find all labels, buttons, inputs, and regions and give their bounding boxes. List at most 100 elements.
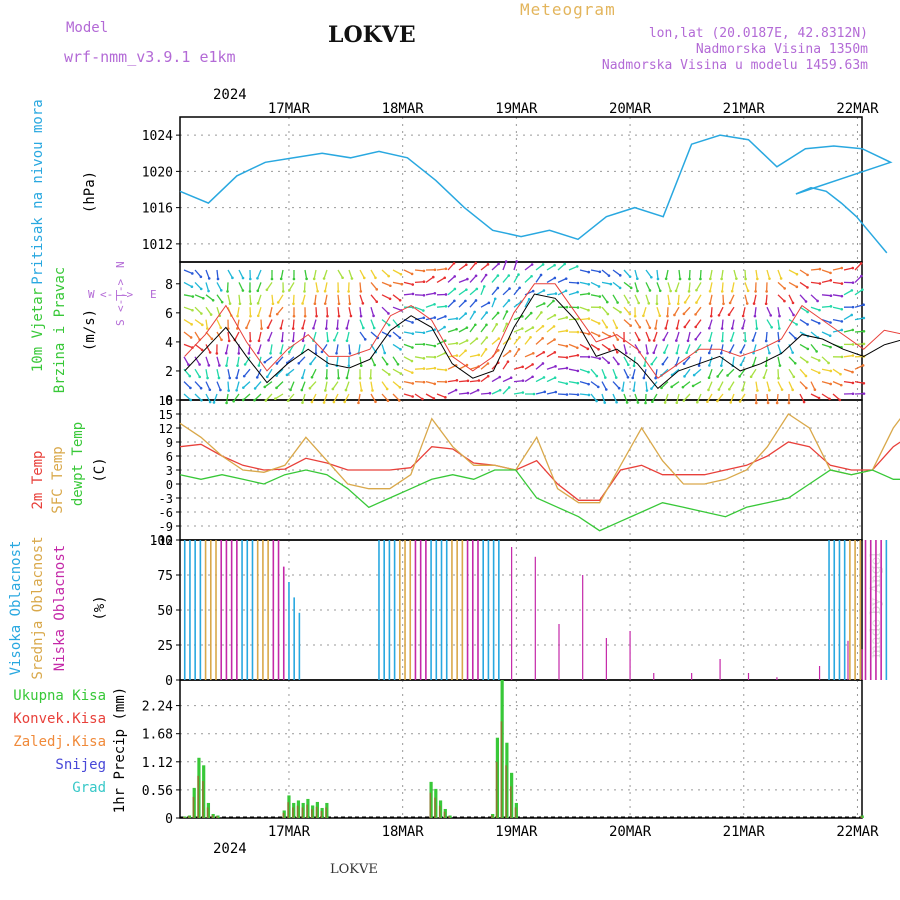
wind-arrow-head [208, 400, 212, 404]
precip-bar-conv-26 [505, 765, 507, 818]
wind-arrow-head [496, 349, 500, 352]
wind-arrow [301, 369, 306, 379]
wind-arrow [799, 356, 808, 363]
wind-arrow [227, 269, 233, 279]
wind-arrow-head [765, 290, 768, 293]
wind-arrow [269, 344, 273, 354]
wind-arrow-head [598, 305, 602, 309]
wind-arrow-head [597, 285, 601, 288]
wind-arrow-head [694, 325, 698, 329]
wind-arrow-head [508, 349, 512, 353]
wind-arrow-head [539, 273, 543, 277]
wind-arrow [579, 306, 589, 311]
wind-arrow-head [815, 350, 818, 353]
wind-arrow [436, 368, 447, 371]
precip-bar-conv-8 [282, 812, 285, 818]
wind-arrow-head [529, 336, 532, 339]
wind-arrow [469, 275, 477, 283]
wind-arrow-head [709, 277, 712, 281]
wind-arrow-head [694, 337, 698, 341]
wind-arrow-head [477, 379, 481, 382]
wind-arrow-head [817, 371, 821, 375]
wind-arrow [645, 294, 650, 304]
wind-arrow [621, 381, 625, 391]
wind-arrow [337, 294, 340, 304]
wind-arrow-head [209, 313, 213, 316]
wind-arrow-head [851, 354, 855, 357]
wind-arrow [403, 393, 413, 398]
wind-arrow-head [474, 323, 477, 327]
wind-arrow [590, 381, 599, 388]
wind-arrow [821, 331, 831, 337]
wind-arrow [788, 368, 795, 378]
wind-arrow-head [840, 320, 844, 323]
wind-arrow [568, 368, 578, 372]
wind-arrow-head [861, 364, 865, 367]
wind-arrow [557, 367, 568, 370]
wind-arrow [414, 331, 425, 334]
wind-arrow-head [669, 289, 672, 293]
wind-arrow-head [626, 375, 630, 379]
wind-arrow-head [466, 391, 470, 395]
wind-arrow-head [225, 401, 228, 405]
wind-arrow [730, 393, 735, 403]
wind-arrow [370, 281, 378, 290]
wind-arrow [276, 306, 284, 315]
wind-arrow [292, 319, 295, 329]
wind-arrow [568, 354, 578, 358]
wind-arrow [469, 365, 479, 370]
precip-bar-conv-6 [211, 815, 214, 818]
wind-arrow [718, 381, 724, 390]
ytick-label-temperature-3: -3 [159, 492, 173, 506]
wind-arrow [686, 344, 691, 353]
precip-bar-conv-27 [510, 786, 512, 818]
wind-arrow-head [279, 277, 283, 281]
day-label-top-1: 18MAR [382, 101, 425, 117]
wind-arrow-head [688, 277, 691, 281]
wind-arrow-head [464, 312, 468, 315]
wind-arrow-head [332, 400, 336, 404]
wind-arrow-head [189, 398, 193, 402]
wind-arrow-head [369, 376, 372, 380]
wind-arrow-head [721, 339, 724, 343]
wind-arrow [665, 269, 669, 279]
wind-arrow [315, 282, 319, 292]
wind-arrow [709, 294, 713, 304]
wind-arrow-head [632, 389, 636, 392]
wind-arrow-head [275, 312, 279, 316]
wind-arrow-head [257, 364, 261, 367]
wind-arrow-head [529, 311, 533, 315]
precip-bar-conv-14 [311, 809, 313, 818]
wind-arrow-head [280, 339, 284, 343]
wind-arrow [645, 331, 650, 341]
wind-arrow [676, 344, 680, 354]
wind-arrow-head [576, 393, 580, 396]
wind-arrow [612, 356, 619, 365]
wind-arrow [788, 269, 798, 275]
precip-legend-2: Zaledj.Kisa [13, 734, 106, 750]
wind-arrow [205, 356, 210, 366]
compass-east: E [150, 288, 157, 301]
wind-arrow [276, 356, 284, 364]
wind-arrow [257, 282, 262, 292]
wind-arrow-head [202, 296, 205, 300]
wind-arrow-head [719, 351, 723, 355]
ytick-label-cloud-3: 75 [157, 569, 173, 584]
wind-arrow-head [532, 392, 536, 396]
wind-arrow-head [540, 311, 543, 314]
wind-arrow [695, 282, 702, 291]
wind-arrow-head [764, 339, 768, 343]
wind-arrow-head [783, 287, 786, 290]
wind-arrow-head [300, 388, 304, 392]
ytick-label-cloud-4: 100 [150, 534, 173, 549]
wind-arrow-head [237, 352, 241, 355]
wind-arrow [799, 368, 807, 377]
wind-arrow-head [444, 380, 448, 384]
wind-arrow [425, 343, 435, 347]
wind-arrow-head [199, 275, 203, 279]
wind-arrow [183, 269, 193, 275]
wind-arrow-head [643, 364, 646, 367]
wind-arrow-head [326, 314, 329, 318]
wind-arrow-head [291, 327, 295, 330]
wind-arrow [546, 351, 556, 358]
